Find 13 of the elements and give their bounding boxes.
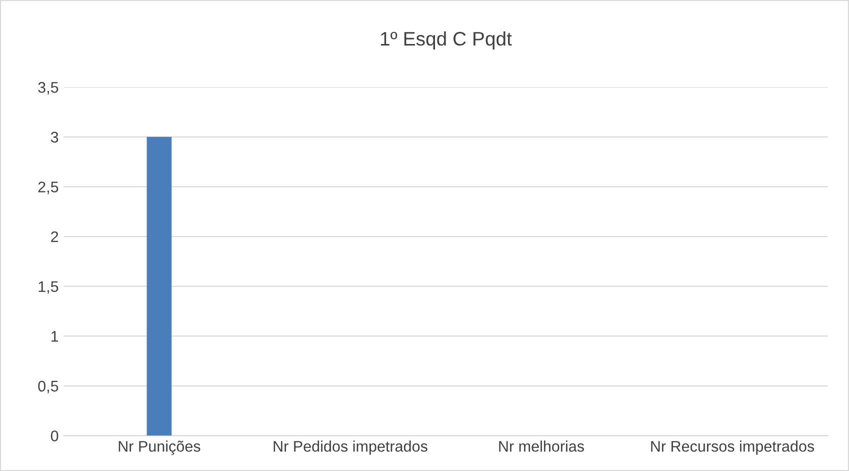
y-tick-label: 1,5 [38,281,58,294]
x-tick-label: Nr Punições [118,440,200,455]
y-tick-label: 2 [51,231,58,242]
y-tick-label: 2,5 [38,182,58,194]
x-tick-label: Nr Recursos impetrados [651,440,814,455]
chart-title: 1º Esqd C Pqdt [380,31,512,50]
x-tick-label: Nr Pedidos impetrados [274,440,428,455]
y-tick-label: 0 [50,430,58,442]
y-tick-label: 1 [51,331,58,342]
y-tick-label: 0,5 [38,380,58,394]
y-tick-label: 3 [50,132,58,143]
y-tick-label: 3,5 [38,82,58,95]
x-tick-label: Nr melhorias [499,440,584,452]
